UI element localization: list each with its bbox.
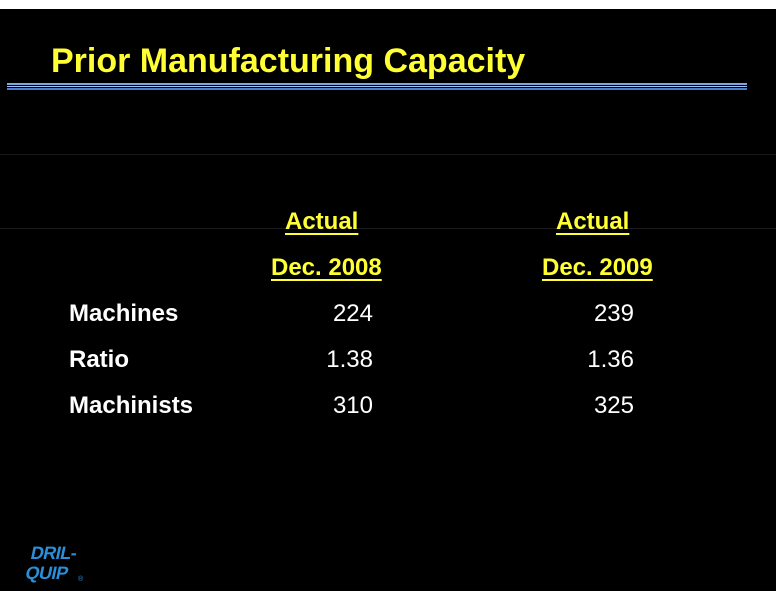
value-ratio-2009: 1.36 — [587, 346, 634, 373]
column-header-2-line2: Dec. 2009 — [542, 254, 653, 281]
slide-title: Prior Manufacturing Capacity — [51, 42, 526, 80]
row-label-machinists: Machinists — [69, 392, 194, 419]
column-header-1-line2: Dec. 2008 — [271, 254, 382, 281]
value-machinists-2008: 310 — [332, 392, 373, 419]
value-machines-2008: 224 — [332, 300, 373, 327]
value-machinists-2009: 325 — [593, 392, 634, 419]
title-underline — [7, 83, 747, 90]
row-label-machines: Machines — [69, 300, 179, 327]
divider — [0, 228, 776, 229]
value-machines-2009: 239 — [593, 300, 634, 327]
slide: Prior Manufacturing Capacity Actual Dec.… — [0, 9, 776, 591]
column-header-1-line1: Actual — [285, 208, 359, 235]
logo-line1: DRIL- — [29, 543, 79, 563]
row-label-ratio: Ratio — [69, 346, 129, 373]
logo-line2: QUIP — [26, 563, 70, 583]
dril-quip-logo: DRIL- QUIP ® — [26, 543, 84, 583]
logo-registered-mark: ® — [78, 575, 84, 583]
column-header-2-line1: Actual — [556, 208, 630, 235]
value-ratio-2008: 1.38 — [326, 346, 373, 373]
divider — [0, 154, 776, 155]
